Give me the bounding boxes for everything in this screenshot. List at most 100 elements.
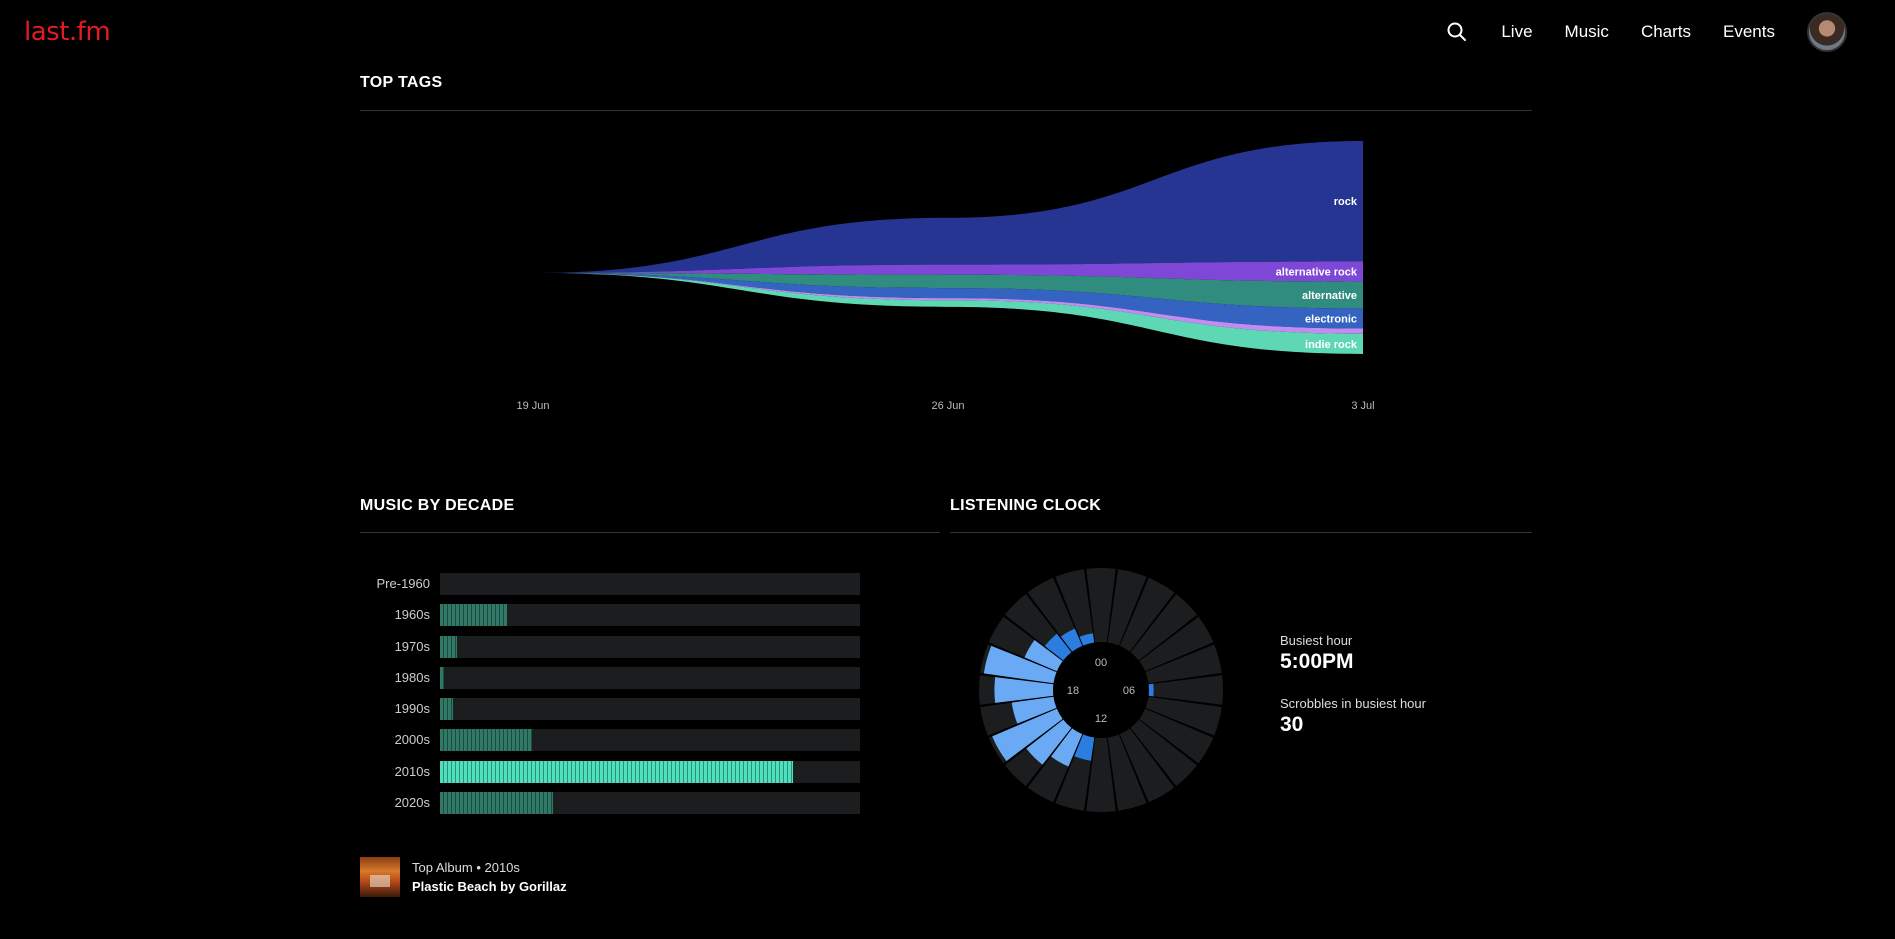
nav-charts[interactable]: Charts [1640,22,1692,41]
tag-label-rock: rock [1334,196,1358,208]
clock-hour-bar[interactable] [1011,696,1057,724]
decade-track[interactable] [440,760,860,783]
tag-label-alternative: alternative [1302,290,1357,302]
clock-hour-bar[interactable] [994,677,1054,703]
decade-label: 1960s [394,607,430,623]
clock-segment-bg [1107,569,1147,646]
album-cover[interactable] [360,857,400,897]
clock-hour-bar[interactable] [992,708,1063,762]
clock-segment-bg [1139,708,1214,764]
busiest-hour-label: Busiest hour [1280,633,1353,648]
top-album-subtitle: Top Album • 2010s [412,860,520,875]
decade-row: 2020s [360,789,860,820]
clock-segment-bg [1130,719,1198,787]
clock-hour-bar[interactable] [1060,628,1083,652]
decade-track[interactable] [440,729,860,752]
user-avatar[interactable] [1807,12,1847,52]
clock-segment-bg [1086,737,1116,812]
scrobbles-label: Scrobbles in busiest hour [1280,696,1426,711]
decade-row: Pre-1960 [360,570,860,601]
tags-x-tick: 26 Jun [931,400,964,412]
top-tags-divider [360,110,1532,111]
tag-label-indie-rock: indie rock [1305,339,1358,351]
decade-bar [440,729,533,752]
nav-live[interactable]: Live [1501,22,1533,41]
decade-bar [440,760,793,783]
clock-label-12: 12 [1095,713,1107,725]
decade-divider [360,532,940,533]
decade-label: 2020s [394,795,430,811]
decade-row: 1980s [360,664,860,695]
clock-hour-bar[interactable] [1074,734,1095,761]
decade-label: 1980s [394,669,430,685]
listening-clock-chart: 00 06 12 18 [979,568,1223,812]
decade-track[interactable] [440,604,860,627]
tag-area-series-4[interactable] [533,273,1363,334]
clock-segment-bg [1145,696,1222,736]
search-icon[interactable] [1445,20,1469,44]
decade-label: Pre-1960 [376,576,430,591]
tag-area-indie-rock[interactable] [533,273,1363,354]
decade-bar [440,792,554,815]
decade-label: 1990s [394,701,430,717]
clock-segment-bg [1107,734,1147,811]
decade-bar [440,604,508,627]
tag-label-alternative-rock: alternative rock [1276,267,1358,279]
clock-hour-bar[interactable] [983,645,1057,684]
tag-label-electronic: electronic [1305,313,1357,325]
decade-row: 2010s [360,758,860,789]
top-album-title[interactable]: Plastic Beach by Gorillaz [412,879,567,894]
decade-track[interactable] [440,666,860,689]
lastfm-logo[interactable]: last.fm [24,17,111,47]
clock-label-06: 06 [1123,685,1135,697]
tags-x-tick: 19 Jun [516,400,549,412]
clock-hour-bar[interactable] [1044,633,1072,661]
tags-x-tick: 3 Jul [1351,400,1374,412]
decade-row: 1960s [360,601,860,632]
clock-segment-bg [1148,675,1223,705]
clock-hour-bar[interactable] [1026,719,1072,765]
clock-hour-bar[interactable] [1079,633,1095,646]
clock-segment-bg [1119,577,1175,652]
decade-row: 1990s [360,695,860,726]
tag-area-rock[interactable] [533,140,1363,273]
clock-label-18: 18 [1067,685,1079,697]
clock-label-00: 00 [1095,657,1107,669]
busiest-hour-value: 5:00PM [1280,650,1354,673]
decade-bar-chart: Pre-1960 1960s 1970s 1980s 1990s 2000s 2010s 20… [360,570,860,820]
decade-label: 2000s [394,732,430,748]
tag-area-alternative[interactable] [533,273,1363,309]
tag-area-alternative-rock[interactable] [533,261,1363,282]
clock-hour-bar[interactable] [1024,640,1063,672]
decade-track[interactable] [440,573,860,595]
clock-hour-bar[interactable] [1051,728,1083,767]
decade-label: 2010s [394,763,430,779]
tag-area-electronic[interactable] [533,273,1363,329]
clock-segment-bg [1086,568,1116,643]
decade-label: 1970s [394,638,430,654]
clock-segment-bg [1145,644,1222,684]
clock-divider [950,532,1532,533]
main-nav: Live Music Charts Events [1445,0,1847,64]
decade-bar [440,635,457,658]
listening-clock-title: LISTENING CLOCK [950,497,1102,514]
decade-bar [440,666,445,689]
clock-segment-bg [1055,569,1095,646]
decade-row: 1970s [360,633,860,664]
clock-segment-bg [1130,593,1198,661]
music-by-decade-title: MUSIC BY DECADE [360,497,515,514]
decade-track[interactable] [440,792,860,815]
top-nav-bar: last.fm Live Music Charts Events [0,0,1895,64]
clock-hour-bar[interactable] [1148,683,1154,697]
scrobbles-value: 30 [1280,713,1304,736]
decade-track[interactable] [440,635,860,658]
top-tags-title: TOP TAGS [360,74,443,91]
decade-bar [440,698,453,721]
clock-segment-bg [1119,728,1175,803]
top-album[interactable]: Top Album • 2010s Plastic Beach by Goril… [360,857,567,897]
decade-track[interactable] [440,698,860,721]
nav-events[interactable]: Events [1723,22,1775,41]
decade-row: 2000s [360,726,860,757]
nav-music[interactable]: Music [1564,22,1609,41]
